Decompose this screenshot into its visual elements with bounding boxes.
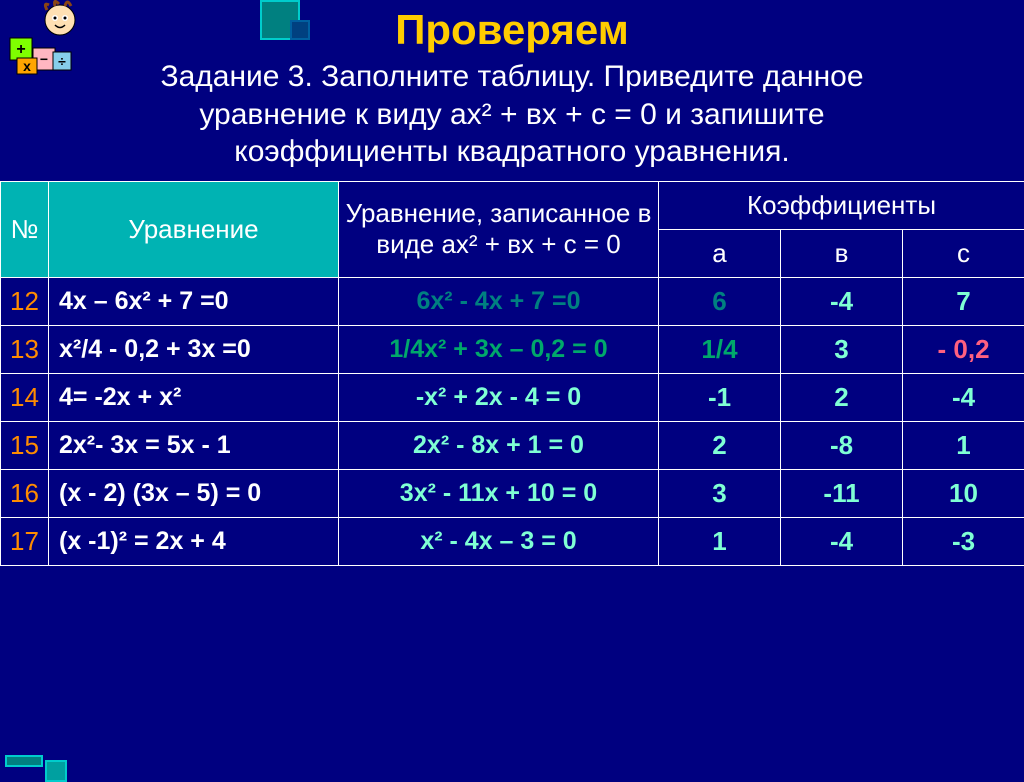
equation-cell: (х - 2) (3х – 5) = 0 <box>49 469 339 517</box>
instruction-text: Задание 3. Заполните таблицу. Приведите … <box>0 54 1024 181</box>
decorative-square <box>45 760 67 782</box>
coef-c: -3 <box>903 517 1024 565</box>
equation-cell: 4= -2х + х² <box>49 373 339 421</box>
coef-b: 3 <box>781 325 903 373</box>
equation-cell: х²/4 - 0,2 + 3х =0 <box>49 325 339 373</box>
equation-cell: (х -1)² = 2х + 4 <box>49 517 339 565</box>
row-number: 13 <box>1 325 49 373</box>
coef-a: 2 <box>659 421 781 469</box>
equation-cell: 4х – 6х² + 7 =0 <box>49 277 339 325</box>
table-row: 13х²/4 - 0,2 + 3х =01/4х² + 3х – 0,2 = 0… <box>1 325 1024 373</box>
header-equation: Уравнение <box>49 181 339 277</box>
coef-a: 6 <box>659 277 781 325</box>
cartoon-icon: + − x ÷ <box>5 0 95 75</box>
svg-text:÷: ÷ <box>58 53 66 69</box>
row-number: 14 <box>1 373 49 421</box>
coef-b: -11 <box>781 469 903 517</box>
table-row: 144= -2х + х²-х² + 2х - 4 = 0-12-4 <box>1 373 1024 421</box>
instruction-line: коэффициенты квадратного уравнения. <box>234 135 789 168</box>
header-a: а <box>659 229 781 277</box>
table-row: 152х²- 3х = 5х - 12х² - 8х + 1 = 02-81 <box>1 421 1024 469</box>
title-text: Проверяем <box>395 6 629 53</box>
coef-a: -1 <box>659 373 781 421</box>
header-standard: Уравнение, записанное в виде ах² + вх + … <box>339 181 659 277</box>
coef-c: -4 <box>903 373 1024 421</box>
equations-table: № Уравнение Уравнение, записанное в виде… <box>0 181 1024 566</box>
header-b: в <box>781 229 903 277</box>
equation-cell: 2х²- 3х = 5х - 1 <box>49 421 339 469</box>
standard-form-cell: -х² + 2х - 4 = 0 <box>339 373 659 421</box>
instruction-line: Задание 3. Заполните таблицу. Приведите … <box>160 60 863 93</box>
coef-b: 2 <box>781 373 903 421</box>
row-number: 17 <box>1 517 49 565</box>
row-number: 12 <box>1 277 49 325</box>
coef-c: - 0,2 <box>903 325 1024 373</box>
svg-text:−: − <box>40 51 48 67</box>
coef-b: -4 <box>781 277 903 325</box>
row-number: 15 <box>1 421 49 469</box>
coef-a: 1 <box>659 517 781 565</box>
table-header-row: № Уравнение Уравнение, записанное в виде… <box>1 181 1024 229</box>
slide-title: Проверяем <box>0 0 1024 54</box>
table-row: 16(х - 2) (3х – 5) = 03х² - 11х + 10 = 0… <box>1 469 1024 517</box>
svg-text:x: x <box>23 58 31 74</box>
standard-form-cell: 2х² - 8х + 1 = 0 <box>339 421 659 469</box>
standard-form-cell: 1/4х² + 3х – 0,2 = 0 <box>339 325 659 373</box>
standard-form-cell: 6х² - 4х + 7 =0 <box>339 277 659 325</box>
coef-c: 10 <box>903 469 1024 517</box>
coef-c: 1 <box>903 421 1024 469</box>
coef-c: 7 <box>903 277 1024 325</box>
row-number: 16 <box>1 469 49 517</box>
decorative-square <box>5 755 43 767</box>
standard-form-cell: 3х² - 11х + 10 = 0 <box>339 469 659 517</box>
table-row: 17(х -1)² = 2х + 4х² - 4х – 3 = 01-4-3 <box>1 517 1024 565</box>
svg-text:+: + <box>16 41 25 58</box>
header-c: с <box>903 229 1024 277</box>
standard-form-cell: х² - 4х – 3 = 0 <box>339 517 659 565</box>
coef-a: 3 <box>659 469 781 517</box>
decorative-square <box>290 20 310 40</box>
coef-b: -4 <box>781 517 903 565</box>
coef-a: 1/4 <box>659 325 781 373</box>
table-row: 124х – 6х² + 7 =06х² - 4х + 7 =06-47 <box>1 277 1024 325</box>
header-coefficients: Коэффициенты <box>659 181 1024 229</box>
instruction-line: уравнение к виду ах² + вх + с = 0 и запи… <box>199 98 824 131</box>
coef-b: -8 <box>781 421 903 469</box>
header-num: № <box>1 181 49 277</box>
